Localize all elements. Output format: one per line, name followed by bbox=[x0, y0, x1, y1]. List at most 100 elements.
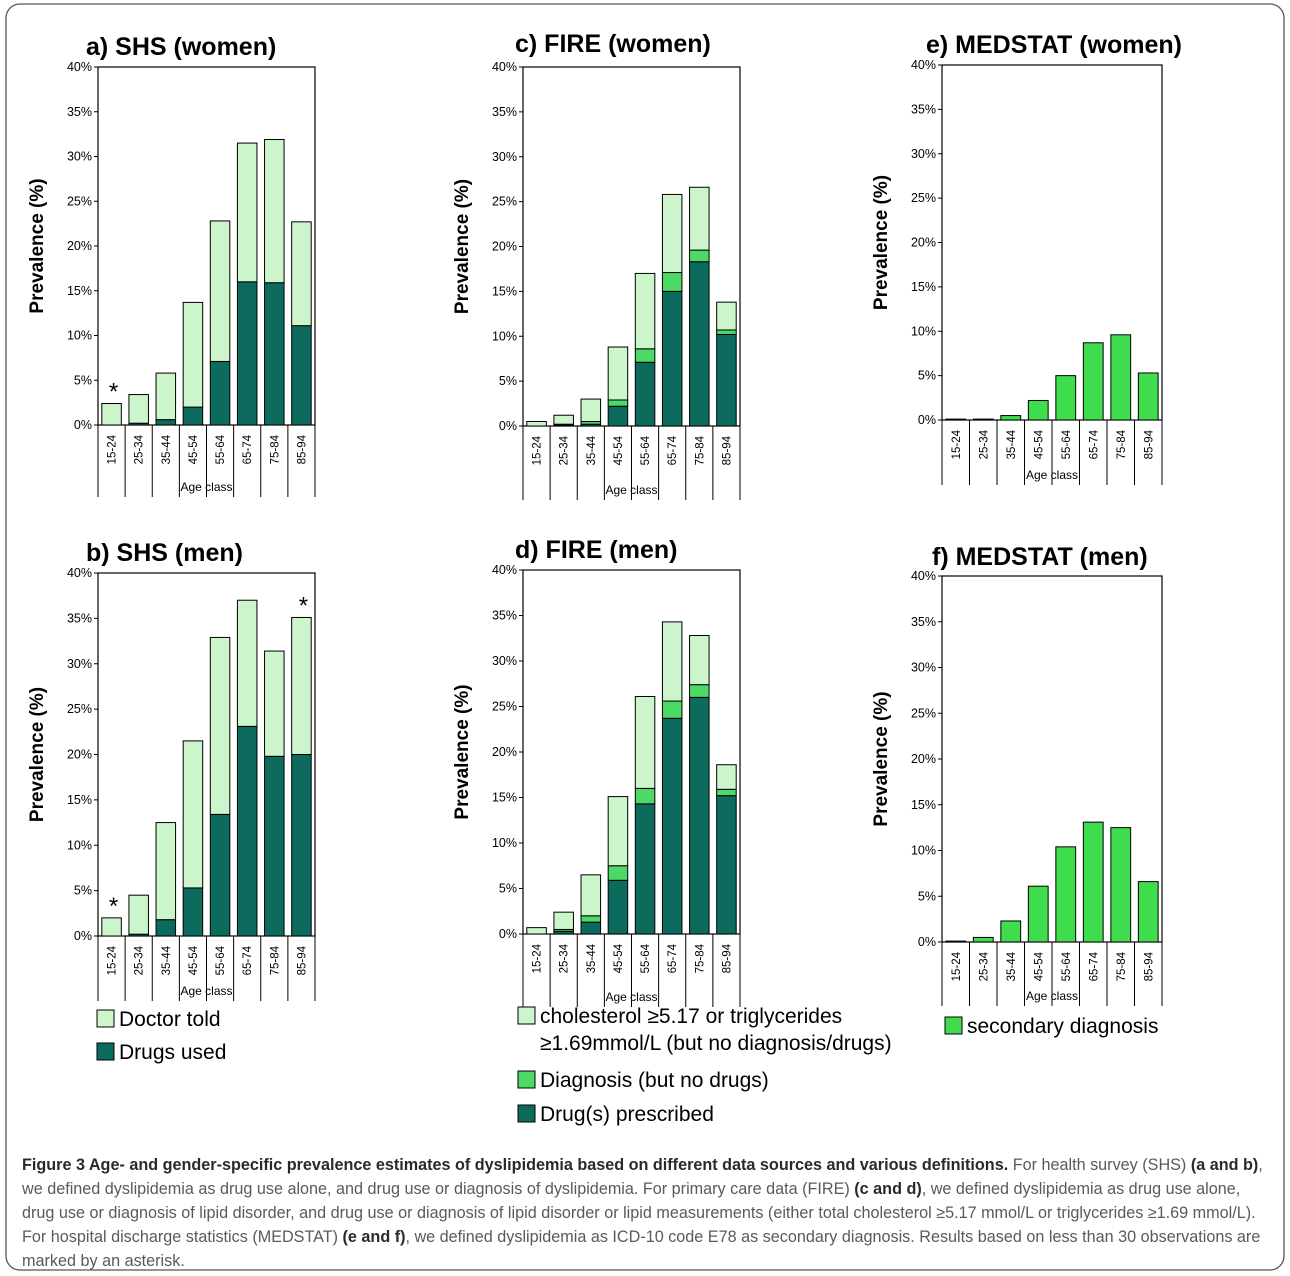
x-tick-label: 15-24 bbox=[532, 943, 544, 973]
legend-item-drugs-used: Drugs used bbox=[96, 1041, 226, 1064]
bar-segment bbox=[291, 754, 312, 937]
bar-segment bbox=[689, 684, 710, 698]
asterisk-annotation: * bbox=[109, 893, 118, 920]
y-tick-label: 5% bbox=[74, 373, 92, 387]
bar-segment bbox=[128, 394, 149, 424]
bar-segment bbox=[716, 788, 737, 797]
x-tick-label: 25-34 bbox=[134, 434, 146, 464]
chart-panel-6: 0% 5% 10% 15% 20% 25% 30% 35% 40% Prevalence (%) f… bbox=[871, 543, 1163, 1006]
y-tick-label: 30% bbox=[492, 654, 517, 668]
y-tick-label: 40% bbox=[492, 563, 517, 577]
y-tick-label: 25% bbox=[67, 194, 92, 208]
bar-segment bbox=[972, 418, 994, 421]
y-tick-label: 25% bbox=[67, 702, 92, 716]
chart-panel-3: 0% 5% 10% 15% 20% 25% 30% 35% 40% Prevalence (%) c… bbox=[452, 30, 741, 500]
bar-segment bbox=[634, 803, 656, 935]
y-tick-label: 10% bbox=[492, 329, 517, 343]
y-axis-label: Prevalence (%) bbox=[452, 684, 473, 819]
x-tick-label: 85-94 bbox=[1143, 951, 1155, 981]
legend-label: Drugs used bbox=[119, 1041, 226, 1064]
y-tick-label: 20% bbox=[492, 745, 517, 759]
bar-segment bbox=[607, 405, 629, 427]
chart-panel-1: 0% 5% 10% 15% 20% 25% 30% 35% 40% Prevalence (%) a… bbox=[27, 33, 316, 497]
y-tick-label: 30% bbox=[911, 147, 936, 161]
chart-title: a) SHS (women) bbox=[86, 33, 276, 61]
y-tick-label: 10% bbox=[911, 844, 936, 858]
caption-text-1: For health survey (SHS) bbox=[1008, 1156, 1191, 1174]
bar-segment bbox=[716, 301, 737, 331]
bar-segment bbox=[155, 919, 177, 937]
x-tick-label: 35-44 bbox=[161, 945, 173, 975]
y-tick-label: 30% bbox=[67, 657, 92, 671]
bar-segment bbox=[209, 220, 231, 362]
y-tick-label: 0% bbox=[918, 935, 936, 949]
x-tick-label: 55-64 bbox=[1061, 951, 1073, 981]
bar-segment bbox=[689, 186, 710, 251]
legend-item-diagnosis: Diagnosis (but no drugs) bbox=[517, 1069, 769, 1092]
x-axis-label: Age class bbox=[1026, 468, 1078, 482]
y-tick-label: 15% bbox=[492, 791, 517, 805]
bar-segment bbox=[607, 796, 629, 867]
bar-segment bbox=[1137, 881, 1159, 943]
bar-segment bbox=[236, 725, 258, 937]
bar-segment bbox=[580, 398, 602, 423]
x-tick-label: 45-54 bbox=[188, 434, 200, 464]
y-tick-label: 10% bbox=[911, 324, 936, 338]
y-tick-label: 35% bbox=[67, 611, 92, 625]
bar-segment bbox=[689, 249, 710, 263]
y-tick-label: 15% bbox=[67, 284, 92, 298]
chart-title: c) FIRE (women) bbox=[515, 30, 711, 58]
legend-swatch bbox=[517, 1104, 536, 1123]
y-tick-label: 5% bbox=[499, 374, 517, 388]
x-tick-label: 25-34 bbox=[978, 429, 990, 459]
charts-layer: 0% 5% 10% 15% 20% 25% 30% 35% 40% Prevalence (%) a… bbox=[27, 30, 1182, 1007]
x-tick-label: 65-74 bbox=[242, 434, 254, 464]
legend-item-doctor-told: Doctor told bbox=[96, 1008, 221, 1031]
figure-caption: Figure 3 Age- and gender-specific preval… bbox=[22, 1153, 1272, 1273]
y-tick-label: 15% bbox=[911, 798, 936, 812]
chart-title: b) SHS (men) bbox=[86, 539, 243, 567]
x-tick-label: 45-54 bbox=[1033, 951, 1045, 981]
bar-segment bbox=[634, 787, 656, 805]
bar-segment bbox=[155, 822, 177, 921]
caption-text-2: , we defined dyslipidemia as drug use al… bbox=[22, 1156, 1263, 1198]
y-tick-label: 20% bbox=[911, 752, 936, 766]
x-tick-label: 35-44 bbox=[1006, 429, 1018, 459]
y-tick-label: 25% bbox=[911, 706, 936, 720]
x-tick-label: 85-94 bbox=[1143, 429, 1155, 459]
chart-title: e) MEDSTAT (women) bbox=[926, 31, 1182, 59]
chart-panel-4: 0% 5% 10% 15% 20% 25% 30% 35% 40% Prevalence (%) d… bbox=[452, 536, 741, 1007]
bar-segment bbox=[607, 879, 629, 935]
y-tick-label: 25% bbox=[492, 195, 517, 209]
bar-segment bbox=[945, 940, 967, 943]
y-tick-label: 10% bbox=[67, 838, 92, 852]
caption-text-4: , we defined dyslipidemia as ICD-10 code… bbox=[22, 1228, 1261, 1270]
bar-segment bbox=[607, 399, 629, 407]
y-tick-label: 15% bbox=[67, 793, 92, 807]
y-tick-label: 25% bbox=[911, 191, 936, 205]
y-tick-label: 5% bbox=[918, 369, 936, 383]
bar-segment bbox=[689, 635, 710, 686]
bar-segment bbox=[1137, 372, 1159, 421]
y-tick-label: 25% bbox=[492, 700, 517, 714]
bar-segment bbox=[580, 921, 602, 935]
y-tick-label: 20% bbox=[67, 239, 92, 253]
bar-segment bbox=[716, 329, 737, 335]
x-tick-label: 25-34 bbox=[559, 435, 571, 465]
bar-segment bbox=[1000, 920, 1022, 943]
bar-segment bbox=[236, 142, 258, 283]
y-tick-label: 35% bbox=[67, 105, 92, 119]
x-tick-label: 25-34 bbox=[978, 951, 990, 981]
bar-segment bbox=[972, 936, 994, 943]
legend-label: Diagnosis (but no drugs) bbox=[540, 1069, 769, 1092]
x-tick-label: 45-54 bbox=[613, 943, 625, 973]
bar-segment bbox=[661, 621, 683, 702]
y-tick-label: 40% bbox=[911, 58, 936, 72]
bar-segment bbox=[1110, 827, 1132, 943]
legend-item-secondary-diagnosis: secondary diagnosis bbox=[944, 1015, 1158, 1038]
bar-segment bbox=[634, 272, 656, 350]
caption-text-3: , we defined dyslipidemia as drug use al… bbox=[22, 1180, 1256, 1246]
x-tick-label: 35-44 bbox=[161, 434, 173, 464]
y-axis-label: Prevalence (%) bbox=[27, 178, 48, 313]
bar-segment bbox=[553, 414, 574, 425]
